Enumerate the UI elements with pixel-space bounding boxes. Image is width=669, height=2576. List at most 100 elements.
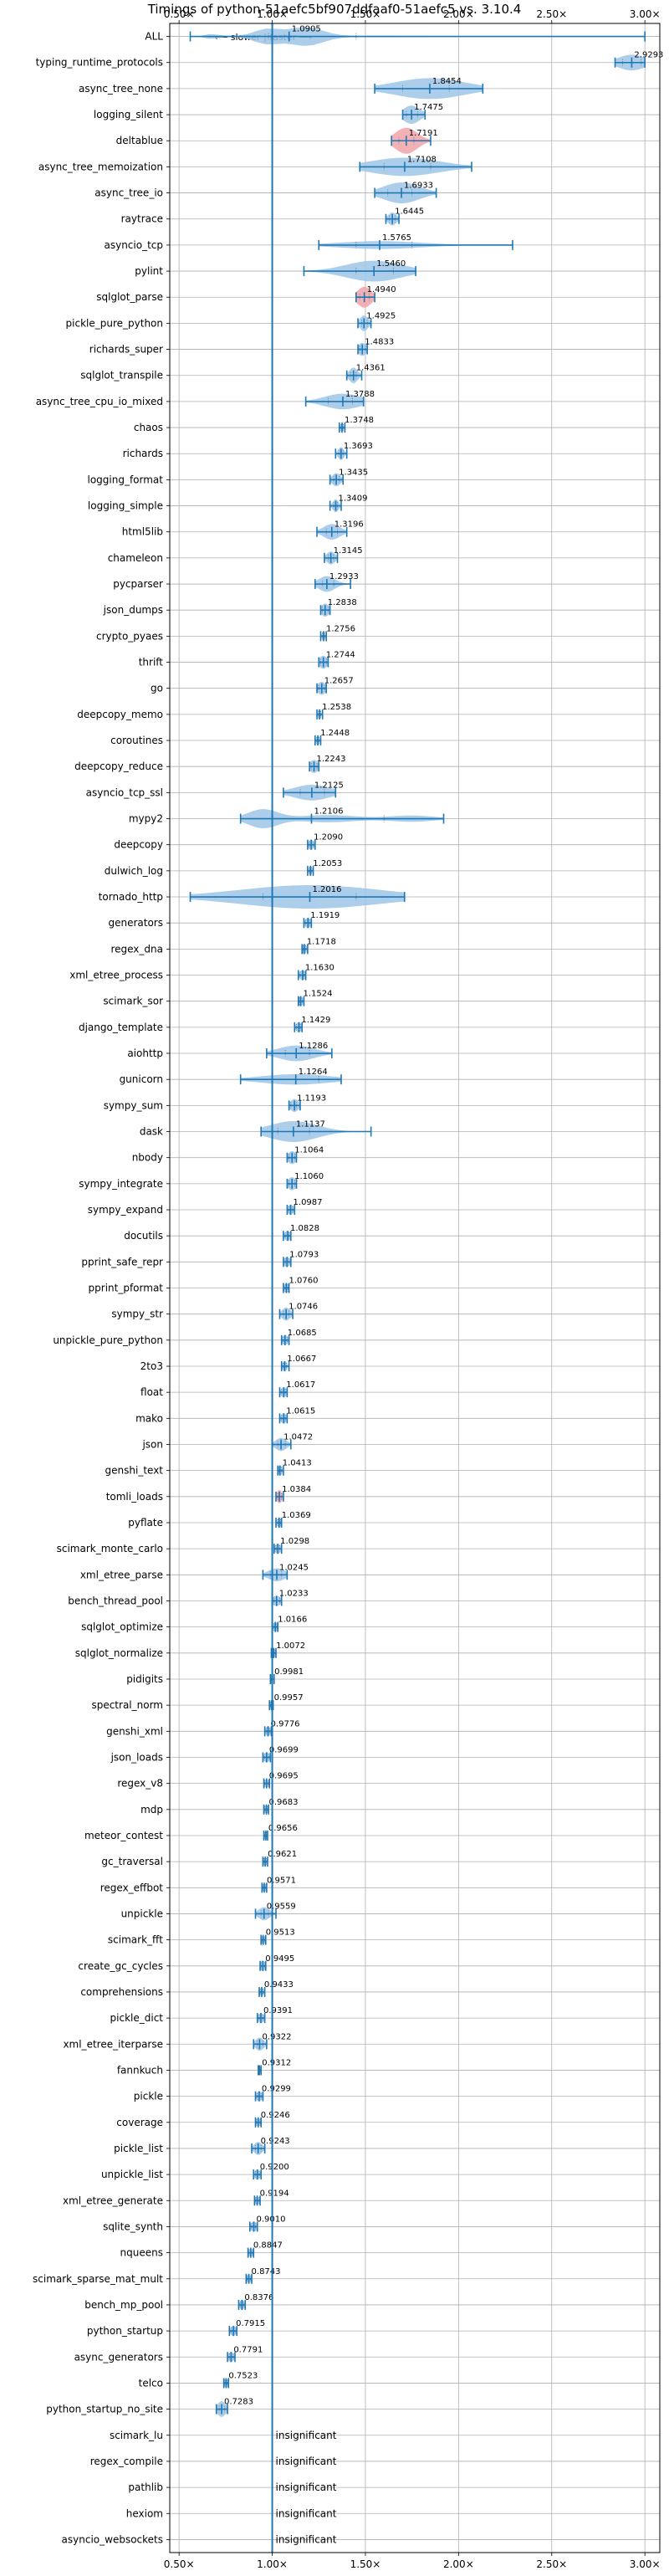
mean-value-label: 0.9621 [268,1850,297,1859]
benchmark-row-71: regex_effbot 0.9571 [100,1876,296,1893]
mean-value-label: 0.9683 [268,1798,298,1807]
mean-value-label: 0.9495 [265,1954,294,1964]
mean-value-label: 1.2125 [314,781,344,790]
mean-value-label: 1.4925 [366,311,396,320]
mean-value-label: 0.9246 [261,2111,290,2120]
benchmark-row-18: logging_simple 1.3409 [88,494,368,513]
benchmark-name-label: typing_runtime_protocols [36,57,163,69]
mean-value-label: 1.0369 [282,1511,311,1520]
benchmark-row-96: asyncio_websockets insignificant [62,2533,337,2545]
benchmark-name-label: logging_format [87,474,163,485]
benchmark-name-label: genshi_xml [106,1725,163,1737]
benchmark-name-label: deltablue [116,135,163,146]
benchmark-name-label: gunicorn [120,1073,163,1085]
benchmark-row-51: 2to3 1.0667 [140,1355,317,1372]
benchmark-row-34: generators 1.1919 [108,911,340,929]
benchmark-row-3: logging_silent 1.7475 [94,103,443,124]
benchmark-name-label: create_gc_cycles [78,1960,163,1972]
benchmark-name-label: pprint_safe_repr [81,1256,163,1268]
mean-value-label: 1.0617 [286,1380,315,1390]
benchmark-row-85: nqueens 0.8847 [120,2241,283,2259]
benchmark-name-label: sympy_str [111,1308,163,1320]
benchmark-name-label: xml_etree_process [69,970,163,981]
x-tick-label-bottom: 1.50× [350,2558,381,2570]
benchmark-name-label: async_generators [74,2351,163,2363]
benchmark-name-label: scimark_fft [108,1934,163,1946]
benchmark-row-1: typing_runtime_protocols 2.9293 [36,51,663,71]
mean-value-label: 0.9695 [269,1772,299,1781]
benchmark-name-label: xml_etree_generate [63,2194,163,2206]
benchmark-row-2: async_tree_none 1.8454 [79,77,484,100]
benchmark-name-label: asyncio_websockets [62,2533,163,2545]
insignificant-label: insignificant [276,2481,337,2493]
mean-value-label: 1.5765 [382,233,411,243]
benchmark-name-label: mako [135,1412,163,1424]
mean-value-label: 0.9957 [274,1693,304,1703]
benchmark-row-83: xml_etree_generate 0.9194 [63,2189,289,2206]
x-tick-label-top: 0.50× [164,8,195,20]
mean-value-label: 1.2744 [326,651,355,660]
benchmark-row-61: sqlglot_optimize 1.0166 [81,1616,307,1633]
benchmark-row-70: gc_traversal 0.9621 [101,1850,297,1867]
benchmark-name-label: json [141,1438,163,1450]
mean-value-label: 1.3693 [344,442,373,451]
benchmark-row-57: pyflate 1.0369 [128,1511,310,1529]
mean-value-label: 0.8743 [252,2267,281,2276]
benchmark-row-92: scimark_lu insignificant [110,2430,337,2441]
mean-value-label: 1.0472 [283,1432,313,1442]
benchmark-row-76: pickle_dict 0.9391 [110,2006,293,2024]
benchmark-name-label: sympy_expand [88,1204,163,1216]
mean-value-label: 2.9293 [634,51,663,60]
benchmark-row-46: docutils 1.0828 [124,1224,319,1242]
mean-value-label: 1.1064 [294,1146,324,1155]
benchmark-name-label: logging_simple [88,500,163,512]
benchmark-row-94: pathlib insignificant [128,2481,336,2493]
benchmark-name-label: bench_mp_pool [84,2299,163,2311]
benchmark-name-label: async_tree_memoization [38,161,163,172]
benchmark-row-41: sympy_sum 1.1193 [104,1093,326,1113]
benchmark-name-label: telco [139,2377,163,2389]
benchmark-name-label: sympy_integrate [79,1178,163,1190]
benchmark-row-89: async_generators 0.7791 [74,2345,263,2363]
mean-value-label: 1.0384 [282,1485,311,1494]
benchmark-row-16: richards 1.3693 [123,442,373,460]
benchmark-row-8: asyncio_tcp 1.5765 [104,233,513,251]
benchmark-name-label: mypy2 [129,813,163,825]
benchmark-row-68: mdp 0.9683 [140,1798,298,1815]
x-tick-label-bottom: 2.50× [536,2558,567,2570]
mean-value-label: 1.0166 [278,1616,307,1625]
mean-value-label: 1.3409 [339,494,368,504]
benchmark-name-label: hexiom [126,2507,163,2519]
benchmark-name-label: pprint_pformat [89,1283,164,1294]
benchmark-name-label: sqlglot_parse [96,291,163,303]
mean-value-label: 0.9513 [266,1928,295,1938]
mean-value-label: 1.1429 [301,1016,330,1025]
benchmark-name-label: regex_dna [110,943,163,955]
benchmark-name-label: xml_etree_iterparse [63,2038,163,2050]
mean-value-label: 0.9656 [268,1824,298,1833]
benchmark-name-label: deepcopy_memo [77,709,163,720]
mean-value-label: 1.0072 [276,1641,305,1651]
benchmark-name-label: nqueens [120,2247,163,2259]
mean-value-label: 1.6445 [395,207,424,217]
benchmark-row-77: xml_etree_iterparse 0.9322 [63,2032,291,2051]
mean-value-label: 1.8454 [432,77,462,86]
benchmark-row-44: sympy_integrate 1.1060 [79,1172,324,1191]
benchmark-name-label: asyncio_tcp [104,239,163,251]
benchmark-name-label: unpickle_pure_python [53,1334,163,1346]
mean-value-label: 1.3748 [345,416,374,425]
mean-value-label: 1.2657 [324,677,354,686]
benchmark-name-label: scimark_monte_carlo [57,1543,163,1554]
benchmark-name-label: deepcopy_reduce [74,761,163,772]
benchmark-row-55: genshi_text 1.0413 [105,1459,312,1477]
benchmark-name-label: scimark_lu [110,2430,163,2441]
mean-value-label: 1.0245 [279,1563,309,1572]
benchmark-row-84: sqlite_synth 0.9010 [103,2215,285,2232]
mean-value-label: 0.9433 [264,1980,294,1990]
mean-value-label: 1.4833 [365,338,394,347]
benchmark-row-15: chaos 1.3748 [134,416,374,433]
x-tick-label-top: 2.50× [536,8,567,20]
benchmark-row-6: async_tree_io 1.6933 [94,182,437,203]
benchmark-name-label: pickle_dict [110,2012,164,2024]
benchmark-name-label: chaos [134,422,163,433]
